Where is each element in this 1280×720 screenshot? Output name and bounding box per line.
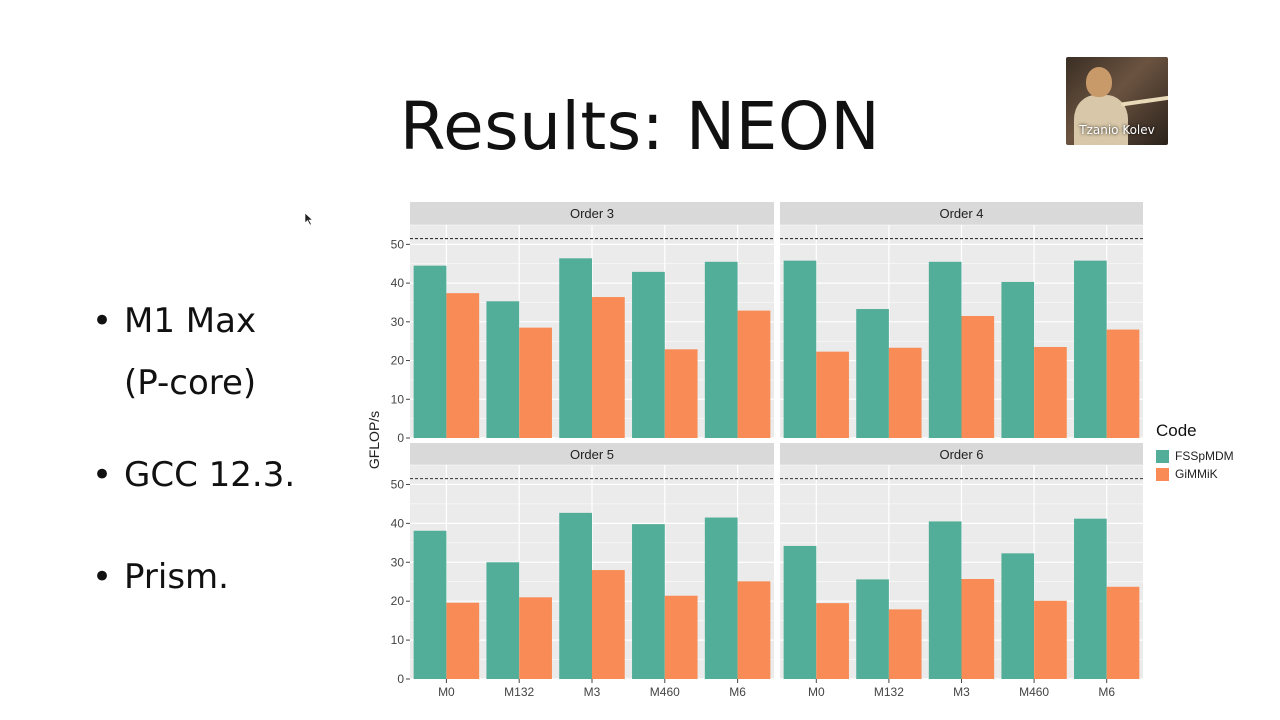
legend-label: FSSpMDM <box>1175 449 1234 463</box>
x-tick-label: M132 <box>874 685 904 699</box>
x-tick-label: M0 <box>808 685 825 699</box>
facet-title: Order 5 <box>570 447 614 462</box>
bar-gimmik <box>961 316 995 438</box>
y-tick-label: 50 <box>391 477 405 491</box>
bar-gimmik <box>446 602 480 679</box>
bar-fsspmdm <box>413 530 447 679</box>
x-tick-label: M460 <box>1019 685 1049 699</box>
bar-fsspmdm <box>928 521 962 679</box>
x-tick-label: M3 <box>584 685 601 699</box>
facet-title: Order 4 <box>939 206 983 221</box>
legend-label: GiMMiK <box>1175 467 1218 481</box>
bar-fsspmdm <box>928 261 962 438</box>
bar-gimmik <box>1106 586 1140 679</box>
bar-gimmik <box>592 570 625 679</box>
y-axis-label: GFLOP/s <box>366 411 382 469</box>
facet-strip <box>780 443 1143 465</box>
x-tick-label: M460 <box>650 685 680 699</box>
y-tick-label: 10 <box>391 633 405 647</box>
x-tick-label: M6 <box>729 685 746 699</box>
facet-strip <box>410 443 774 465</box>
bar-fsspmdm <box>856 309 889 438</box>
bar-gimmik <box>1034 346 1067 438</box>
legend-key-fsspmdm <box>1156 449 1169 463</box>
video-person-head <box>1086 67 1112 97</box>
bar-gimmik <box>1034 600 1067 679</box>
y-tick-label: 10 <box>391 392 405 406</box>
legend-item-fsspmdm: FSSpMDM <box>1156 447 1234 465</box>
y-tick-label: 20 <box>391 354 405 368</box>
bar-chart: Order 3 0 10 20 30 40 50 Order 4 Order 5 0 10 20 30 4… <box>366 202 1143 699</box>
bullet-line: (P-core) <box>124 363 257 403</box>
y-tick-label: 30 <box>391 555 405 569</box>
bar-fsspmdm <box>704 517 738 679</box>
bullet-line: M1 Max <box>124 301 257 341</box>
bar-gimmik <box>737 581 771 679</box>
bar-gimmik <box>1106 329 1140 438</box>
x-tick-label: M6 <box>1098 685 1115 699</box>
bar-gimmik <box>888 347 922 438</box>
y-tick-label: 30 <box>391 315 405 329</box>
chart-legend: Code FSSpMDM GiMMiK <box>1156 421 1234 483</box>
bar-fsspmdm <box>704 261 738 438</box>
participant-name: Tzanio Kolev <box>1079 123 1155 137</box>
bar-fsspmdm <box>856 579 889 679</box>
bar-gimmik <box>519 327 552 438</box>
bullet-list: M1 Max (P-core) GCC 12.3. Prism. <box>92 290 295 608</box>
slide-title: Results: NEON <box>399 88 881 165</box>
video-mic-stand <box>1120 95 1168 107</box>
bullet-line: Prism. <box>124 557 229 597</box>
legend-key-gimmik <box>1156 467 1169 481</box>
video-person-body <box>1074 95 1128 145</box>
x-tick-label: M0 <box>438 685 455 699</box>
bar-fsspmdm <box>486 301 520 438</box>
y-tick-label: 20 <box>391 594 405 608</box>
bar-gimmik <box>664 595 698 679</box>
legend-title: Code <box>1156 421 1197 440</box>
bar-fsspmdm <box>413 265 447 438</box>
y-tick-label: 40 <box>391 516 405 530</box>
bar-gimmik <box>961 579 995 679</box>
participant-video-tile[interactable]: Tzanio Kolev <box>1066 57 1168 145</box>
y-tick-label: 0 <box>397 431 404 445</box>
bar-gimmik <box>816 603 849 679</box>
bar-fsspmdm <box>559 258 592 438</box>
bar-fsspmdm <box>486 562 520 679</box>
bar-gimmik <box>816 351 849 438</box>
bar-gimmik <box>664 349 698 438</box>
bullet-item: M1 Max (P-core) <box>92 290 295 414</box>
bar-gimmik <box>888 609 922 679</box>
bullet-item: Prism. <box>92 546 295 608</box>
bullet-item: GCC 12.3. <box>92 444 295 506</box>
y-tick-label: 0 <box>397 672 404 686</box>
facet-strip <box>410 202 774 225</box>
facet-strip <box>780 202 1143 225</box>
facet-title: Order 3 <box>570 206 614 221</box>
mouse-cursor-icon <box>304 212 314 226</box>
bar-fsspmdm <box>1001 281 1035 438</box>
bar-gimmik <box>519 597 552 679</box>
legend-item-gimmik: GiMMiK <box>1156 465 1234 483</box>
bar-gimmik <box>737 310 771 438</box>
bar-gimmik <box>592 297 625 438</box>
x-tick-label: M3 <box>953 685 970 699</box>
bar-fsspmdm <box>632 271 665 438</box>
y-tick-label: 50 <box>391 237 405 251</box>
bullet-line: GCC 12.3. <box>124 455 296 495</box>
bar-gimmik <box>446 293 480 438</box>
bar-fsspmdm <box>1001 553 1035 679</box>
facet-title: Order 6 <box>939 447 983 462</box>
y-tick-label: 40 <box>391 276 405 290</box>
bar-fsspmdm <box>1074 260 1107 438</box>
bar-fsspmdm <box>632 524 665 679</box>
bar-fsspmdm <box>783 545 817 679</box>
bar-fsspmdm <box>1074 518 1107 679</box>
x-tick-label: M132 <box>504 685 534 699</box>
bar-fsspmdm <box>559 512 592 679</box>
bar-fsspmdm <box>783 260 817 438</box>
